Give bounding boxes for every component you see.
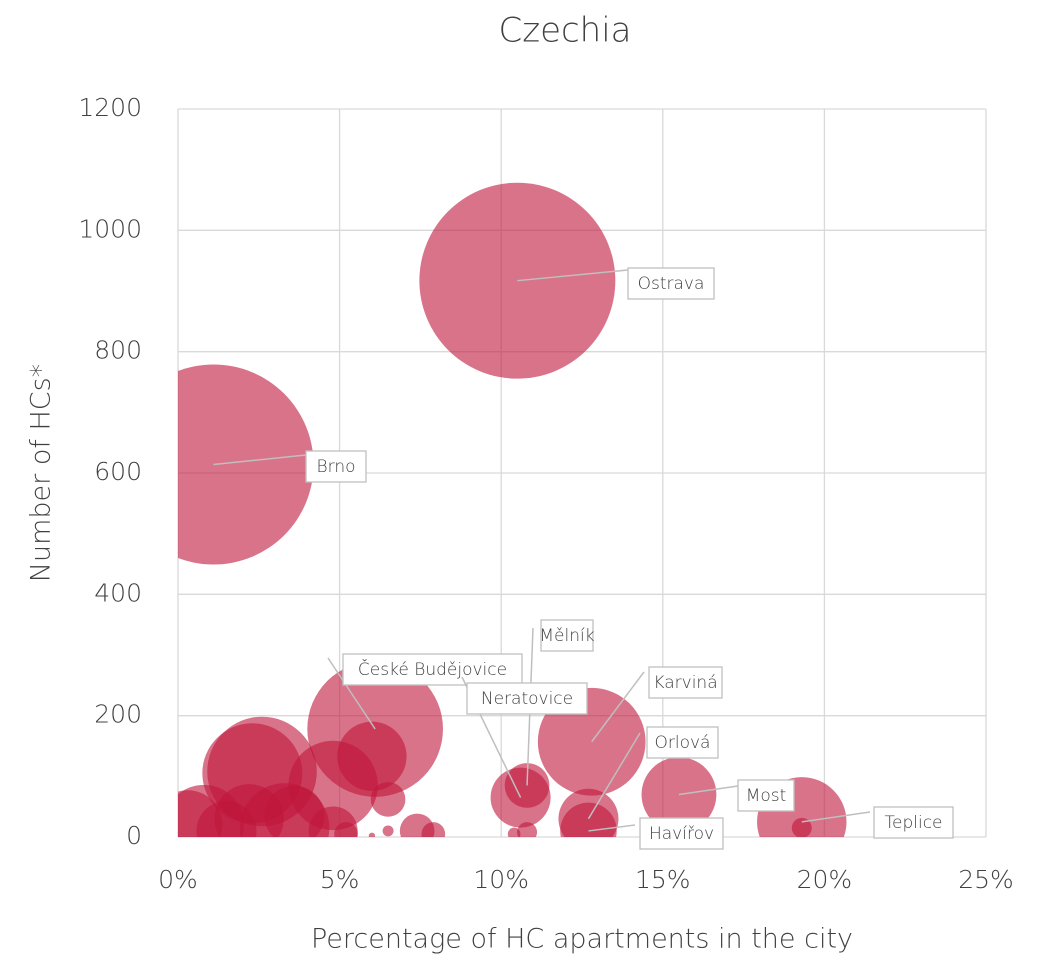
data-label: České Budějovice bbox=[358, 658, 507, 680]
bubble bbox=[421, 822, 446, 837]
y-tick-label: 600 bbox=[94, 457, 142, 486]
bubble bbox=[517, 822, 538, 837]
y-tick-label: 1000 bbox=[78, 214, 142, 243]
leader-line bbox=[678, 785, 739, 796]
data-label: Teplice bbox=[885, 813, 943, 833]
leader-line bbox=[327, 657, 376, 730]
x-axis-title: Percentage of HC apartments in the city bbox=[311, 924, 853, 955]
y-tick-label: 0 bbox=[126, 821, 142, 850]
leader-line bbox=[801, 811, 871, 823]
x-tick-label: 5% bbox=[320, 865, 360, 894]
y-axis-title: Number of HCs* bbox=[26, 364, 57, 582]
data-label: Brno bbox=[317, 457, 356, 477]
leader-line bbox=[591, 671, 645, 743]
x-tick-label: 25% bbox=[958, 865, 1014, 894]
leader-line bbox=[588, 824, 636, 832]
bubble bbox=[334, 822, 358, 837]
label-box bbox=[648, 666, 723, 699]
bubble bbox=[368, 832, 376, 837]
data-label: Karviná bbox=[653, 673, 717, 693]
label-box bbox=[540, 619, 594, 652]
data-label: Most bbox=[746, 786, 787, 806]
data-label: Orlová bbox=[655, 733, 711, 753]
label-box bbox=[873, 806, 954, 839]
label-box bbox=[627, 267, 715, 300]
leader-line bbox=[587, 732, 641, 820]
label-box bbox=[646, 726, 719, 759]
label-box bbox=[466, 682, 588, 715]
leader-line bbox=[517, 269, 629, 282]
bubble bbox=[791, 817, 812, 837]
bubbles bbox=[178, 182, 847, 837]
annotations: Ostrava Brno České Budějovice Mělník Neratov… bbox=[213, 267, 954, 850]
y-tick-label: 800 bbox=[94, 336, 142, 365]
bubble bbox=[239, 783, 330, 837]
x-tick-label: 10% bbox=[473, 865, 529, 894]
data-label: Ostrava bbox=[638, 274, 705, 294]
x-tick-label: 0% bbox=[158, 865, 198, 894]
leader-line bbox=[213, 454, 307, 466]
data-label: Neratovice bbox=[481, 689, 573, 709]
y-tick-label: 1200 bbox=[78, 93, 142, 122]
x-tick-label: 15% bbox=[635, 865, 691, 894]
data-label: Havířov bbox=[649, 824, 714, 844]
chart-title: Czechia bbox=[498, 11, 631, 51]
bubble bbox=[196, 800, 257, 837]
label-box bbox=[737, 779, 795, 812]
bubble bbox=[507, 827, 521, 837]
bubble bbox=[370, 782, 406, 817]
y-tick-label: 200 bbox=[94, 700, 142, 729]
y-tick-label: 400 bbox=[94, 578, 142, 607]
x-tick-label: 20% bbox=[797, 865, 853, 894]
label-box bbox=[639, 817, 724, 850]
label-box bbox=[305, 450, 367, 483]
label-box bbox=[342, 653, 523, 686]
bubble bbox=[178, 364, 314, 565]
bubble bbox=[382, 825, 394, 837]
data-label: Mělník bbox=[539, 626, 594, 646]
